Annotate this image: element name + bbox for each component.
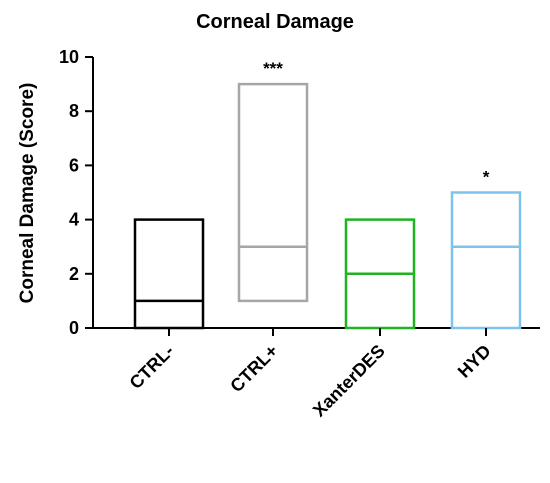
y-tick-label: 2: [69, 264, 79, 284]
x-tick-labels: CTRL- CTRL+ XanterDES HYD: [126, 328, 495, 421]
significance-label: *: [483, 168, 490, 187]
y-ticks: 0 2 4 6 8 10: [59, 47, 93, 338]
y-axis-label: Corneal Damage (Score): [17, 83, 38, 304]
x-tick-label: CTRL-: [126, 341, 178, 393]
y-tick-label: 0: [69, 318, 79, 338]
box-hyd: [450, 191, 522, 330]
chart-title: Corneal Damage: [196, 11, 354, 33]
boxes: ****: [133, 59, 522, 330]
box-ctrl: [237, 82, 309, 303]
x-tick-label: XanterDES: [309, 341, 389, 421]
y-tick-label: 6: [69, 155, 79, 175]
significance-label: ***: [263, 59, 283, 78]
x-tick-label: HYD: [454, 341, 495, 382]
y-tick-label: 10: [59, 47, 79, 67]
y-tick-label: 4: [69, 210, 79, 230]
box-ctrl: [133, 218, 205, 330]
x-tick-label: CTRL+: [226, 341, 282, 397]
y-tick-label: 8: [69, 101, 79, 121]
